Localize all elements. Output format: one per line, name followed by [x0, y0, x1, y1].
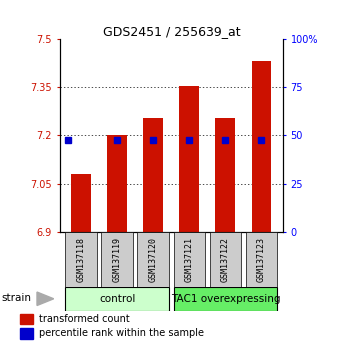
Bar — [71, 174, 91, 232]
FancyBboxPatch shape — [174, 287, 277, 311]
Text: GSM137119: GSM137119 — [113, 237, 122, 282]
FancyBboxPatch shape — [65, 287, 169, 311]
Bar — [144, 118, 163, 232]
Bar — [20, 329, 33, 338]
Bar — [179, 86, 199, 232]
Text: strain: strain — [1, 293, 31, 303]
Polygon shape — [37, 292, 54, 306]
Bar — [216, 118, 235, 232]
FancyBboxPatch shape — [137, 232, 169, 287]
FancyBboxPatch shape — [246, 232, 277, 287]
FancyBboxPatch shape — [209, 232, 241, 287]
Title: GDS2451 / 255639_at: GDS2451 / 255639_at — [103, 25, 240, 38]
Text: GSM137122: GSM137122 — [221, 237, 230, 282]
FancyBboxPatch shape — [102, 232, 133, 287]
Bar — [107, 135, 127, 232]
Text: GSM137120: GSM137120 — [149, 237, 158, 282]
Text: transformed count: transformed count — [39, 314, 130, 324]
Bar — [252, 62, 271, 232]
Text: percentile rank within the sample: percentile rank within the sample — [39, 329, 204, 338]
Text: TAC1 overexpressing: TAC1 overexpressing — [170, 294, 280, 304]
Text: GSM137121: GSM137121 — [185, 237, 194, 282]
FancyBboxPatch shape — [174, 232, 205, 287]
Text: GSM137118: GSM137118 — [77, 237, 86, 282]
Text: control: control — [99, 294, 135, 304]
FancyBboxPatch shape — [65, 232, 97, 287]
Text: GSM137123: GSM137123 — [257, 237, 266, 282]
Bar — [20, 314, 33, 324]
